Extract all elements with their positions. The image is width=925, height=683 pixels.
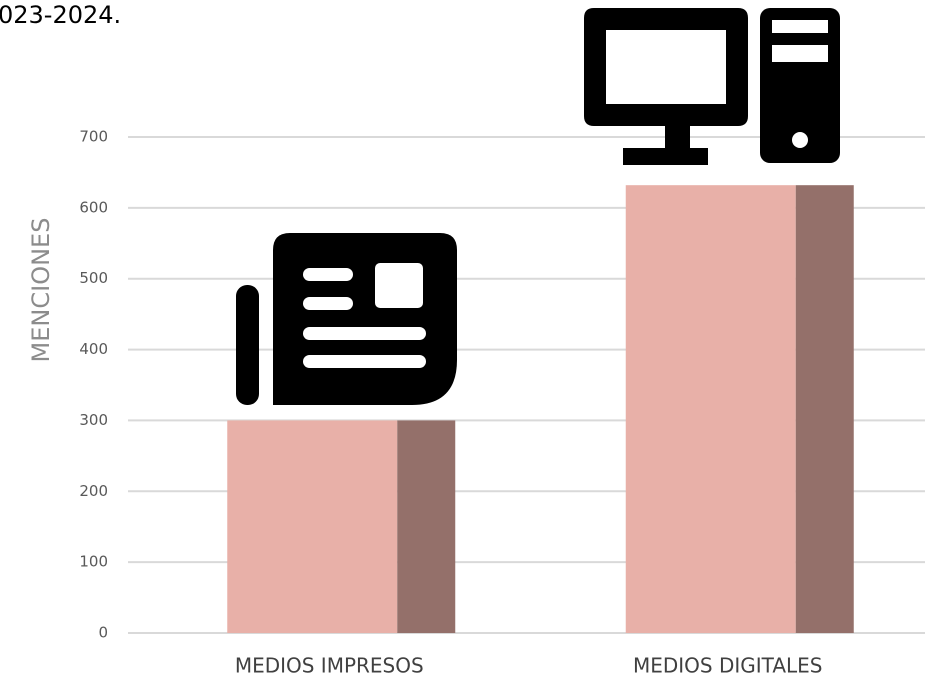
y-tick-label: 0 — [98, 624, 108, 642]
bar — [625, 185, 854, 633]
newspaper-icon — [236, 233, 457, 405]
y-tick-label: 100 — [79, 553, 108, 571]
bar-side — [397, 420, 456, 633]
x-tick-label: MEDIOS DIGITALES — [633, 654, 823, 678]
computer-icon — [584, 8, 840, 165]
plot-area: 0 100 200 300 400 500 600 700 MEDIOS IMPRESOS MED… — [79, 128, 925, 678]
chart-title: 023-2024. — [0, 1, 121, 29]
y-tick-label: 600 — [79, 198, 108, 216]
bar-face — [227, 420, 398, 633]
y-tick-label: 700 — [79, 128, 108, 146]
bar-side — [795, 185, 854, 633]
bar-face — [625, 185, 796, 633]
y-tick-label: 300 — [79, 411, 108, 429]
y-tick-label: 500 — [79, 269, 108, 287]
y-tick-label: 400 — [79, 340, 108, 358]
y-axis-label: MENCIONES — [27, 218, 55, 363]
y-tick-label: 200 — [79, 482, 108, 500]
x-tick-label: MEDIOS IMPRESOS — [235, 654, 424, 678]
bar — [227, 420, 456, 633]
